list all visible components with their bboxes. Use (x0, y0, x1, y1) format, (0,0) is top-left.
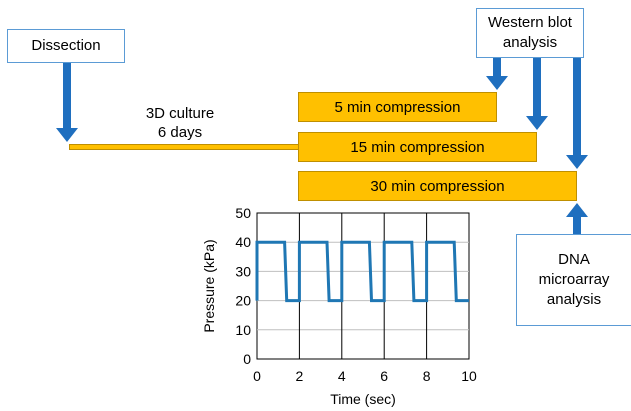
plot-frame (256, 212, 470, 360)
y-tick-label: 0 (243, 351, 251, 367)
western-blot-arrow-15min (526, 58, 548, 130)
y-tick-label: 40 (235, 234, 251, 250)
culture-label: 3D culture 6 days (120, 104, 240, 142)
dna-microarray-up-arrow (566, 203, 588, 234)
x-tick-label: 4 (338, 368, 346, 384)
compression-label-5min: 5 min compression (334, 98, 461, 116)
dna-microarray-label-line2: microarray (538, 271, 610, 288)
y-tick-label: 10 (235, 322, 251, 338)
y-axis-label: Pressure (kPa) (201, 239, 217, 332)
western-blot-arrow-30min (566, 58, 588, 169)
dna-microarray-label-line1: DNA (558, 251, 590, 268)
western-blot-box: Western blot analysis (476, 8, 584, 58)
pressure-series-line (255, 240, 469, 303)
culture-label-line2: 6 days (157, 124, 203, 141)
dissection-label: Dissection (31, 37, 101, 54)
y-tick-label: 20 (235, 293, 251, 309)
western-blot-arrow-5min (486, 58, 508, 90)
compression-bar-15min: 15 min compression (298, 132, 537, 162)
y-tick-label: 30 (235, 263, 251, 279)
compression-bar-5min: 5 min compression (298, 92, 497, 122)
compression-label-30min: 30 min compression (370, 177, 505, 195)
x-tick-label: 2 (296, 368, 304, 384)
dna-microarray-label-line3: analysis (546, 291, 602, 308)
x-tick-label: 10 (461, 368, 477, 384)
x-tick-label: 6 (380, 368, 388, 384)
western-blot-label-line2: analysis (502, 34, 558, 51)
y-tick-label: 50 (235, 205, 251, 221)
dna-microarray-box: DNA microarray analysis (516, 234, 631, 326)
x-axis-label: Time (sec) (330, 391, 396, 407)
compression-bar-30min: 30 min compression (298, 171, 577, 201)
x-tick-label: 8 (423, 368, 431, 384)
western-blot-label-line1: Western blot (488, 14, 572, 31)
dissection-box: Dissection (7, 29, 125, 63)
x-tick-label: 0 (253, 368, 261, 384)
culture-label-line1: 3D culture (145, 105, 215, 122)
compression-label-15min: 15 min compression (350, 138, 485, 156)
dissection-down-arrow (56, 63, 78, 142)
